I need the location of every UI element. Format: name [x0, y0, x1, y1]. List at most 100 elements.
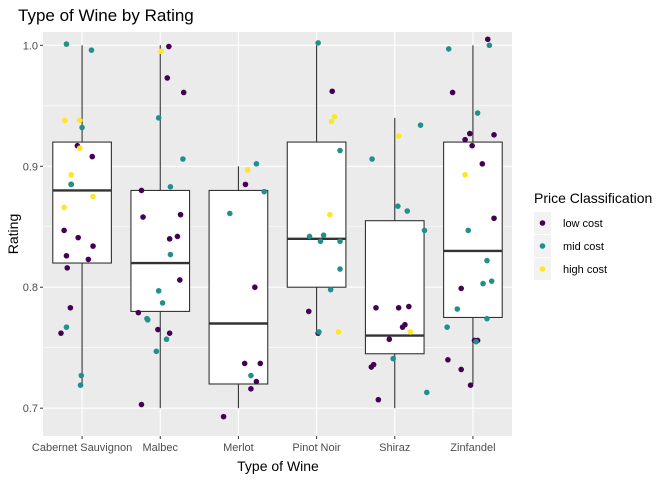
data-point-high-cost — [327, 211, 333, 218]
data-point-low-cost — [166, 236, 173, 242]
data-point-low-cost — [406, 303, 412, 310]
x-tick-label: Malbec — [143, 442, 179, 454]
data-point-low-cost — [469, 142, 475, 149]
data-point-low-cost — [174, 233, 181, 240]
x-tick-label: Zinfandel — [450, 442, 495, 454]
data-point-low-cost — [180, 89, 187, 96]
data-point-low-cost — [491, 215, 497, 222]
data-point-mid-cost — [159, 300, 166, 306]
data-point-low-cost — [445, 356, 451, 363]
data-point-mid-cost — [445, 46, 452, 52]
data-point-low-cost — [467, 382, 474, 388]
data-point-mid-cost — [484, 315, 490, 322]
data-point-mid-cost — [315, 40, 321, 46]
data-point-mid-cost — [423, 389, 430, 396]
data-point-mid-cost — [486, 42, 493, 49]
data-point-low-cost — [75, 234, 81, 241]
data-point-low-cost — [479, 161, 486, 167]
data-point-high-cost — [62, 117, 68, 124]
data-point-mid-cost — [153, 348, 160, 355]
data-point-low-cost — [257, 360, 264, 367]
data-point-low-cost — [466, 130, 473, 137]
data-point-low-cost — [89, 153, 96, 160]
box-iqr — [130, 189, 191, 312]
x-tick-label: Cabernet Sauvignon — [32, 442, 132, 454]
data-point-low-cost — [166, 330, 173, 336]
data-point-mid-cost — [395, 203, 401, 209]
data-point-mid-cost — [78, 372, 85, 379]
legend-key-dot — [539, 243, 546, 249]
data-point-mid-cost — [474, 110, 481, 116]
data-point-high-cost — [395, 133, 402, 139]
data-point-mid-cost — [337, 147, 343, 154]
data-point-high-cost — [61, 204, 67, 211]
data-point-low-cost — [395, 304, 402, 311]
x-tick-label: Pinot Noir — [292, 442, 341, 454]
box-layer — [52, 45, 503, 409]
data-point-low-cost — [85, 256, 92, 263]
data-point-low-cost — [140, 214, 146, 220]
data-point-mid-cost — [63, 324, 70, 330]
data-point-mid-cost — [261, 188, 268, 195]
data-point-low-cost — [386, 336, 393, 343]
box-iqr — [208, 189, 269, 385]
data-point-low-cost — [61, 227, 67, 234]
data-point-mid-cost — [180, 156, 186, 162]
data-point-low-cost — [329, 88, 336, 95]
data-point-high-cost — [328, 118, 335, 125]
data-point-mid-cost — [163, 336, 170, 343]
data-point-low-cost — [138, 401, 145, 408]
data-point-mid-cost — [473, 338, 479, 345]
data-point-mid-cost — [155, 115, 162, 121]
data-point-low-cost — [375, 396, 382, 403]
data-point-high-cost — [331, 113, 338, 120]
data-point-mid-cost — [167, 184, 174, 190]
data-point-mid-cost — [417, 122, 424, 128]
data-point-low-cost — [305, 308, 312, 315]
y-axis-title: Rating — [5, 214, 21, 254]
data-point-mid-cost — [68, 181, 74, 188]
data-point-mid-cost — [465, 227, 472, 234]
data-point-mid-cost — [88, 47, 95, 53]
data-point-mid-cost — [79, 124, 85, 131]
data-point-mid-cost — [253, 161, 260, 167]
y-tick-label: 0.7 — [23, 403, 38, 415]
data-point-mid-cost — [327, 286, 334, 293]
y-tick-label: 0.8 — [23, 282, 38, 294]
data-point-high-cost — [407, 329, 414, 335]
y-tick-label: 1.0 — [23, 40, 38, 52]
chart-title: Type of Wine by Rating — [18, 6, 194, 25]
data-point-mid-cost — [421, 227, 428, 234]
data-point-low-cost — [155, 326, 161, 333]
data-point-mid-cost — [488, 278, 495, 284]
data-point-low-cost — [370, 361, 377, 368]
data-point-mid-cost — [248, 372, 254, 379]
data-point-mid-cost — [320, 232, 327, 239]
data-point-low-cost — [64, 265, 71, 271]
data-point-mid-cost — [444, 324, 450, 330]
box-iqr — [443, 141, 503, 319]
box-iqr — [286, 141, 347, 288]
data-point-low-cost — [491, 132, 497, 138]
data-point-low-cost — [138, 187, 145, 194]
data-point-high-cost — [244, 167, 251, 173]
data-point-low-cost — [462, 136, 468, 143]
data-point-low-cost — [67, 304, 74, 311]
data-point-low-cost — [253, 378, 260, 385]
x-tick-label: Shiraz — [379, 442, 410, 454]
data-point-mid-cost — [369, 156, 375, 162]
data-point-low-cost — [241, 360, 248, 367]
data-point-mid-cost — [63, 41, 70, 47]
legend-title: Price Classification — [534, 190, 652, 206]
x-axis: Cabernet Sauvignon Malbec Merlot Pinot Noir… — [32, 436, 496, 454]
y-tick-label: 0.9 — [23, 161, 38, 173]
data-point-low-cost — [164, 75, 171, 81]
data-point-mid-cost — [337, 266, 343, 272]
grid-minor — [43, 105, 512, 349]
data-point-mid-cost — [316, 329, 322, 335]
data-point-mid-cost — [480, 280, 486, 287]
data-point-low-cost — [63, 252, 70, 259]
plot-panel — [43, 32, 512, 436]
data-point-mid-cost — [337, 238, 343, 245]
